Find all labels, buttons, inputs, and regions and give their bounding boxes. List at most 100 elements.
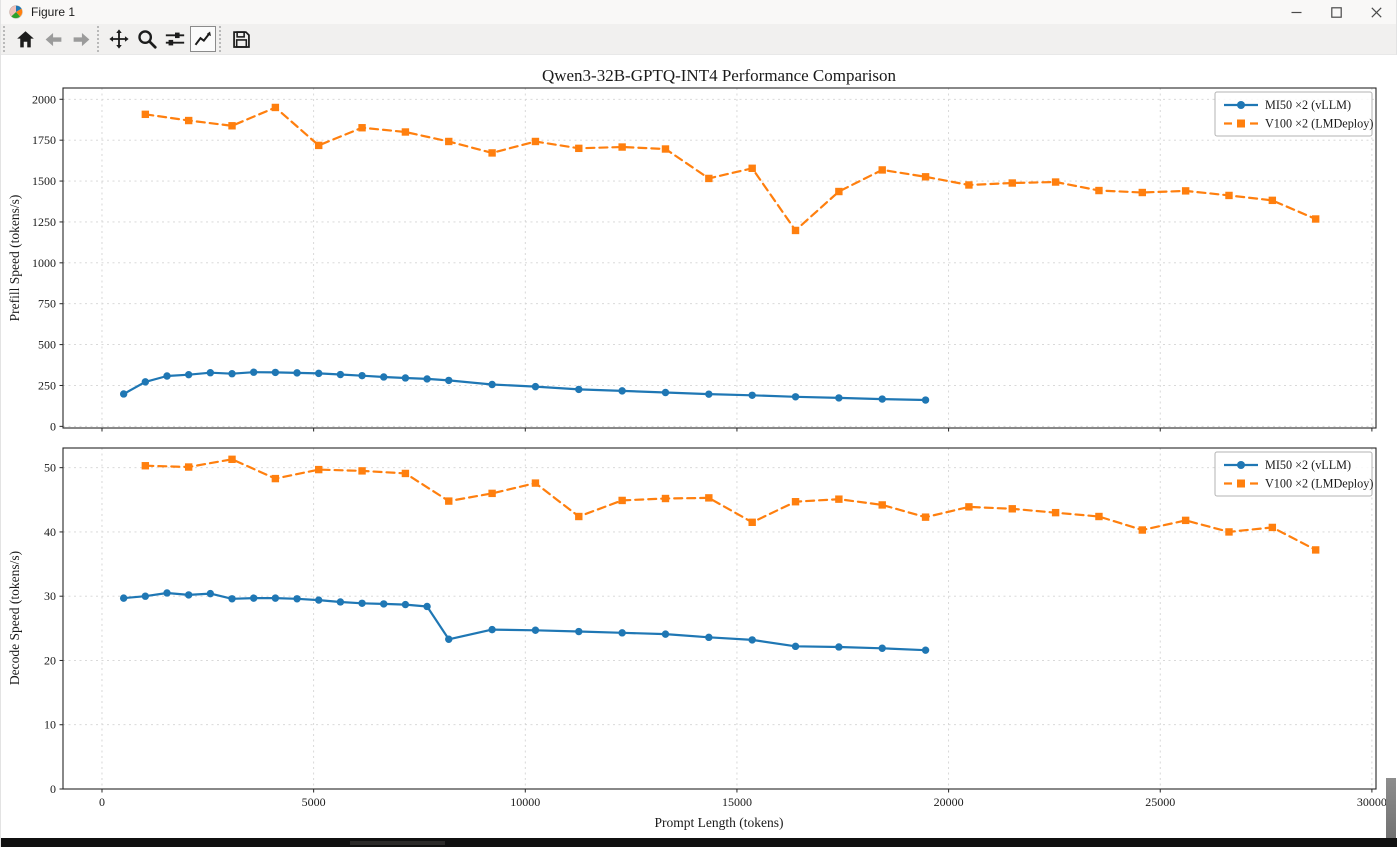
axes-frame (62, 447, 1377, 790)
configure-subplots-button[interactable] (162, 26, 188, 52)
data-point (921, 396, 930, 404)
legend-marker (1237, 101, 1245, 109)
gridlines (63, 448, 1376, 790)
data-point (445, 635, 453, 643)
y-tick-label: 250 (38, 378, 56, 392)
data-point (791, 642, 800, 651)
close-icon (1370, 6, 1382, 18)
data-point (445, 497, 453, 505)
back-button[interactable] (40, 26, 66, 52)
maximize-icon (1330, 6, 1342, 18)
data-point (748, 636, 756, 644)
data-point (423, 602, 431, 611)
back-arrow-icon (45, 32, 61, 46)
prefill-axes: 0 250 500 750 1000 1250 1500 1750 2000 MI50 ×2 (v… (32, 87, 1377, 433)
data-point (835, 187, 843, 196)
data-point (618, 143, 626, 151)
home-icon (16, 30, 34, 47)
edit-parameters-button[interactable] (190, 26, 216, 52)
y-tick-label: 10 (44, 718, 56, 732)
y-tick-label: 50 (44, 461, 56, 475)
data-point (1138, 526, 1146, 534)
data-point (315, 141, 323, 150)
maximize-button[interactable] (1316, 0, 1356, 24)
data-point (141, 592, 150, 600)
data-point (249, 594, 258, 602)
x-tick-label: 15000 (722, 795, 752, 809)
data-point (748, 164, 756, 172)
data-point (1181, 516, 1190, 525)
scrollbar-thumb[interactable] (1386, 778, 1396, 847)
series-line (122, 371, 927, 402)
magnifier-icon (138, 30, 157, 49)
x-axis-label: Prompt Length (tokens) (655, 815, 784, 830)
figure-canvas[interactable]: Qwen3-32B-GPTQ-INT4 Performance Comparis… (1, 55, 1397, 838)
data-point (835, 643, 843, 651)
data-point (315, 596, 323, 604)
data-point (531, 479, 540, 487)
home-button[interactable] (12, 26, 38, 52)
data-point (618, 496, 626, 505)
decode-axes: 0 5000 10000 15000 20000 25000 30000 0 10 20 30 40 5… (44, 447, 1387, 809)
x-tick-label: 10000 (510, 795, 540, 809)
window-titlebar[interactable]: Figure 1 (1, 0, 1396, 24)
data-point (1051, 178, 1060, 186)
forward-button[interactable] (68, 26, 94, 52)
data-point (661, 494, 670, 503)
data-point (315, 369, 323, 378)
data-point (1008, 505, 1016, 513)
data-point (336, 370, 345, 379)
data-point (618, 387, 626, 395)
y-tick-label: 1000 (32, 256, 56, 270)
data-point (1311, 546, 1320, 554)
data-point (401, 600, 410, 609)
y-tick-label: 750 (38, 297, 56, 311)
data-point (618, 629, 626, 637)
data-point (293, 369, 301, 377)
decode-ylabel: Decode Speed (tokens/s) (7, 551, 22, 685)
data-point (921, 173, 930, 181)
data-point (358, 371, 366, 380)
data-point (119, 594, 128, 602)
zoom-button[interactable] (134, 26, 160, 52)
series-mi50-2-vllm (119, 589, 930, 654)
pan-button[interactable] (106, 26, 132, 52)
x-tick-label: 0 (99, 795, 105, 809)
data-point (1181, 187, 1190, 195)
data-point (206, 369, 215, 377)
data-point (748, 391, 756, 399)
series-v100-2-lmdeploy (141, 455, 1320, 554)
y-tick-label: 30 (44, 589, 56, 603)
line-chart-icon (194, 31, 211, 46)
legend-box (1214, 91, 1373, 137)
data-point (271, 474, 280, 483)
prefill-ylabel: Prefill Speed (tokens/s) (7, 195, 22, 322)
data-point (271, 594, 280, 602)
data-point (531, 626, 540, 634)
matplotlib-logo-icon (9, 5, 23, 19)
data-point (1095, 512, 1103, 521)
plot-toolbar (1, 24, 1396, 55)
data-point (228, 595, 236, 603)
save-button[interactable] (228, 26, 254, 52)
data-point (705, 174, 713, 183)
data-point (1008, 179, 1016, 187)
data-point (575, 144, 583, 153)
data-point (141, 110, 150, 119)
data-point (661, 388, 670, 397)
minimize-icon (1291, 11, 1301, 13)
data-point (488, 625, 496, 634)
data-point (380, 373, 388, 381)
series-line (122, 591, 927, 652)
data-point (228, 370, 236, 378)
y-tick-label: 1750 (32, 133, 56, 147)
legend-label: MI50 ×2 (vLLM) (1265, 98, 1351, 112)
x-tick-label: 5000 (302, 795, 326, 809)
minimize-button[interactable] (1276, 0, 1316, 24)
legend-box (1214, 451, 1373, 497)
data-point (1225, 191, 1233, 200)
data-point (1051, 508, 1060, 517)
save-floppy-icon (232, 30, 250, 48)
close-button[interactable] (1356, 0, 1396, 24)
data-point (184, 463, 193, 471)
